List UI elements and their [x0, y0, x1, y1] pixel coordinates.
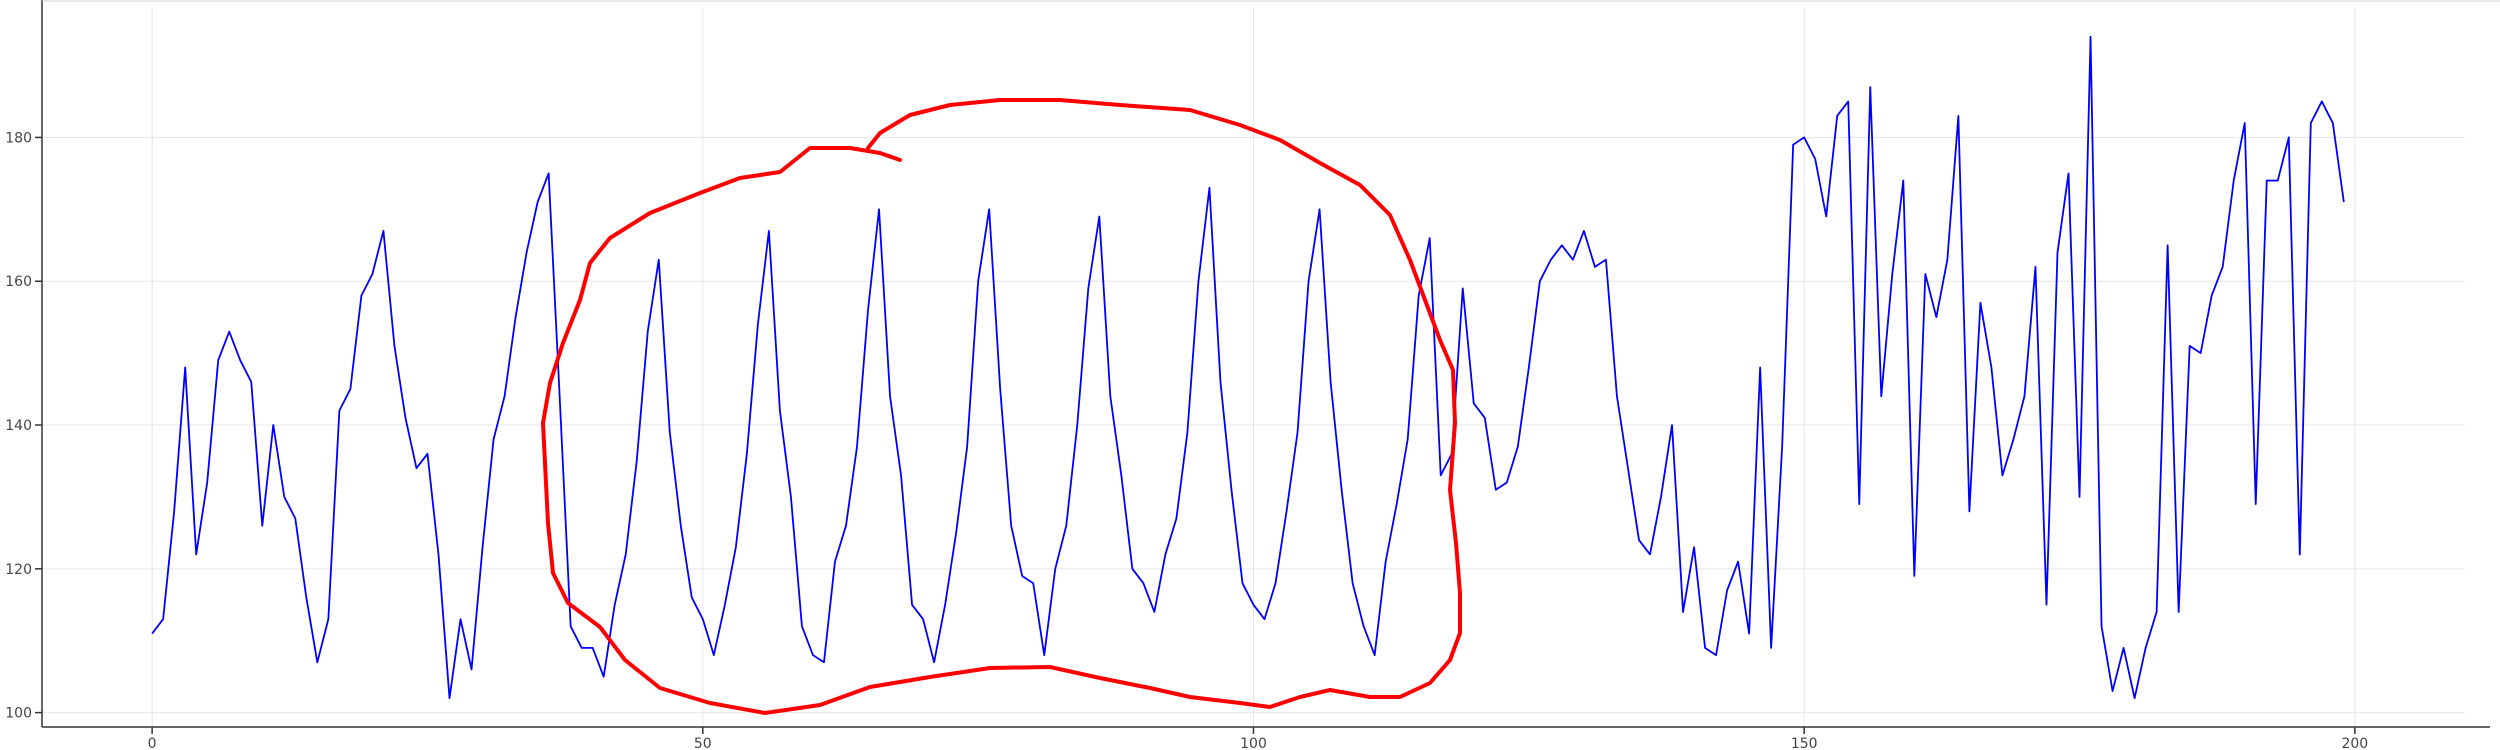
- y-tick-label-2: 140: [5, 418, 32, 434]
- x-tick-label-3: 150: [1791, 736, 1818, 750]
- ticks: 0 50 100 150 200 100 120 140 160 180: [5, 130, 2368, 750]
- y-tick-label-4: 180: [5, 130, 32, 146]
- x-tick-label-4: 200: [2341, 736, 2368, 750]
- x-tick-label-1: 50: [694, 736, 712, 750]
- red-circle-annotation: [541, 98, 1462, 715]
- hand-drawn-annotation: [541, 98, 1462, 715]
- y-tick-label-0: 100: [5, 706, 32, 722]
- x-tick-label-0: 0: [148, 736, 157, 750]
- grid: [42, 8, 2465, 727]
- axes: [41, 0, 2500, 728]
- series-layer: [151, 35, 2345, 700]
- x-tick-label-2: 100: [1240, 736, 1267, 750]
- y-tick-label-3: 160: [5, 274, 32, 290]
- series-line-0: [151, 35, 2345, 700]
- y-tick-label-1: 120: [5, 562, 32, 578]
